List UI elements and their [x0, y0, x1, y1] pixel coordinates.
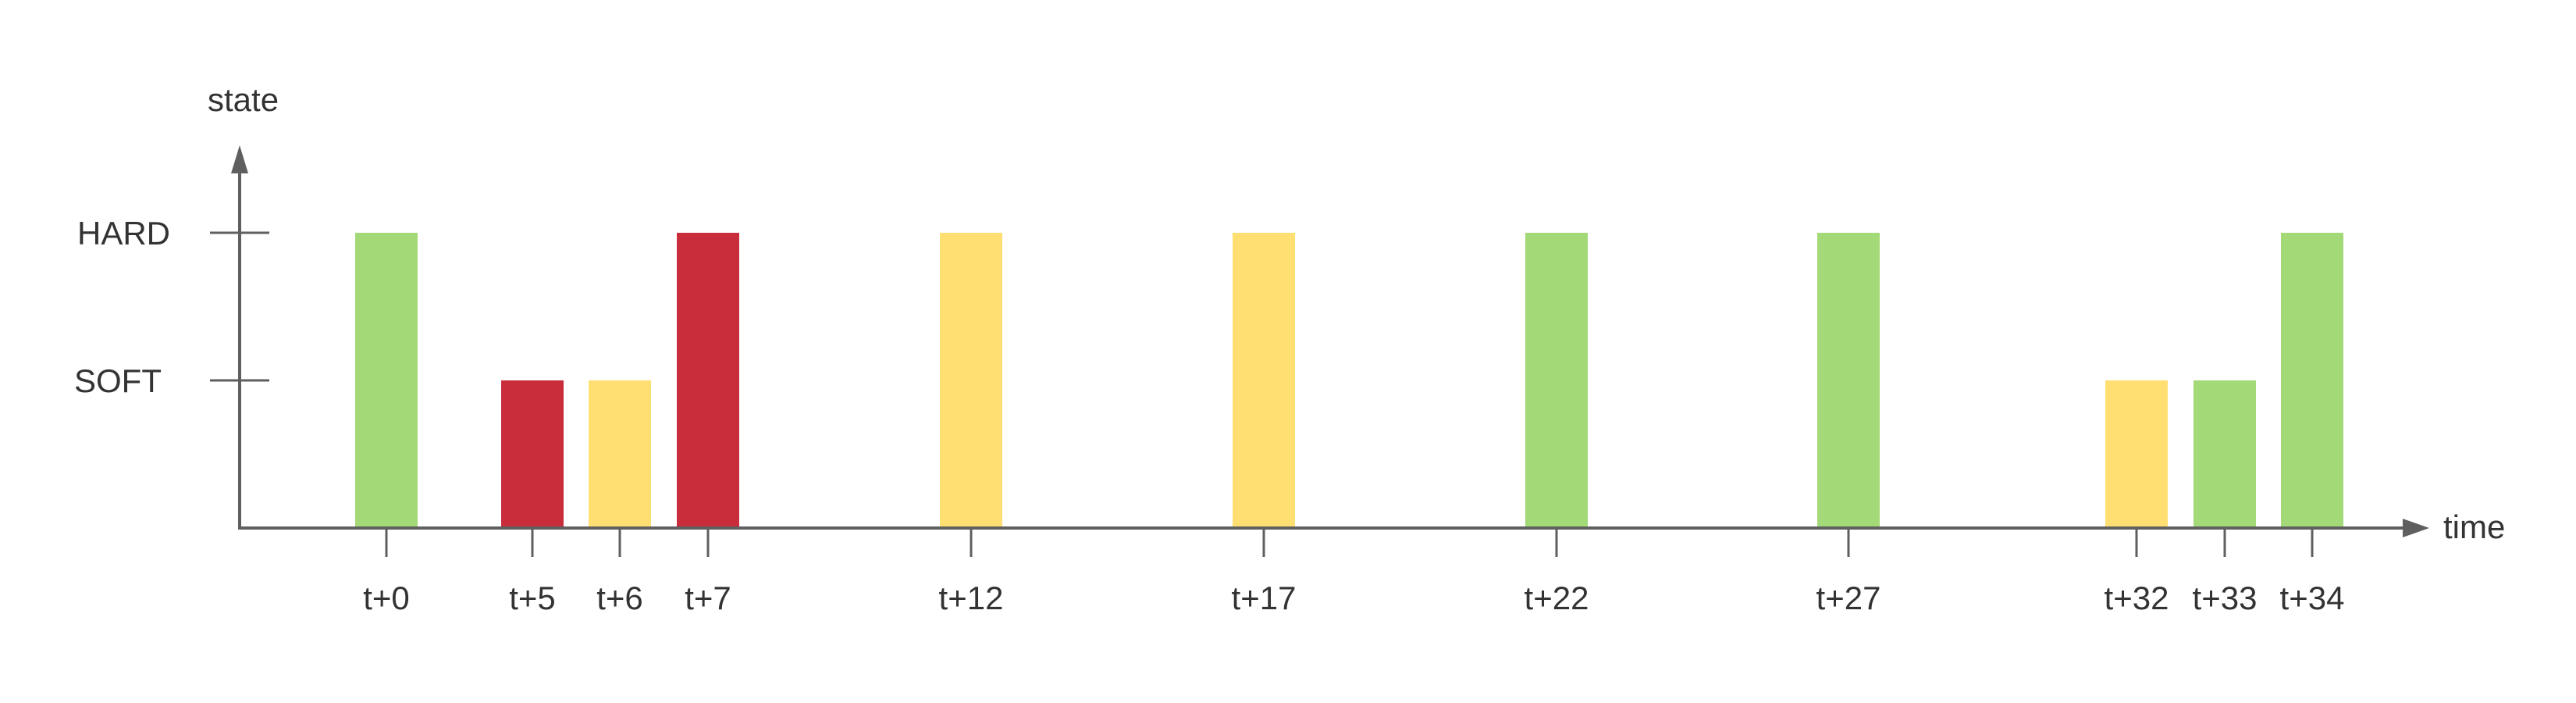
x-tick-label: t+27 [1816, 580, 1881, 616]
bar-t+6 [589, 380, 651, 530]
y-ticks-group: SOFT HARD [74, 215, 269, 399]
y-axis-arrow-icon [231, 145, 248, 173]
y-tick-label: HARD [77, 215, 170, 252]
bar-t+7 [677, 233, 739, 530]
x-tick-label: t+17 [1232, 580, 1297, 616]
bar-t+12 [940, 233, 1002, 530]
x-tick-label: t+32 [2105, 580, 2169, 616]
x-tick-label: t+0 [363, 580, 410, 616]
x-tick-label: t+7 [685, 580, 731, 616]
bar-t+33 [2194, 380, 2256, 530]
bar-t+27 [1817, 233, 1880, 530]
bar-t+17 [1233, 233, 1295, 530]
x-axis-arrow-icon [2403, 519, 2429, 537]
bar-t+22 [1525, 233, 1588, 530]
bar-t+32 [2105, 380, 2168, 530]
x-tick-label: t+22 [1525, 580, 1589, 616]
bars-group [355, 233, 2343, 530]
x-tick-label: t+6 [596, 580, 643, 616]
y-tick-label: SOFT [74, 362, 162, 399]
x-ticks-group: t+0 t+5 t+6 t+7 t+12 t+17 t+22 t+27 t+32 t+33 t+34 [363, 528, 2344, 616]
x-tick-label: t+33 [2193, 580, 2258, 616]
x-tick-label: t+12 [939, 580, 1004, 616]
y-axis-title: state [208, 81, 279, 118]
x-tick-label: t+34 [2280, 580, 2345, 616]
x-tick-label: t+5 [509, 580, 556, 616]
bar-t+34 [2281, 233, 2343, 530]
bar-t+5 [501, 380, 564, 530]
bar-t+0 [355, 233, 418, 530]
x-axis-title: time [2443, 509, 2505, 545]
